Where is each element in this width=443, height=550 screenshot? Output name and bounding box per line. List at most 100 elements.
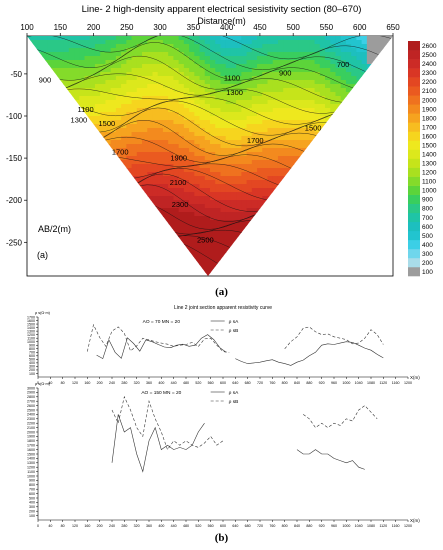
resistivity-cell <box>53 64 59 69</box>
resistivity-cell <box>136 76 143 81</box>
resistivity-cell <box>84 100 91 105</box>
resistivity-cell <box>230 244 237 249</box>
resistivity-cell <box>262 168 269 173</box>
resistivity-cell <box>74 252 80 257</box>
resistivity-cell <box>277 36 284 41</box>
resistivity-cell <box>84 68 91 73</box>
resistivity-cell <box>356 184 363 189</box>
resistivity-cell <box>136 140 143 145</box>
resistivity-cell <box>257 96 263 101</box>
resistivity-cell <box>246 200 253 205</box>
resistivity-cell <box>246 256 253 261</box>
resistivity-cell <box>53 184 59 189</box>
resistivity-cell <box>319 100 326 105</box>
resistivity-cell <box>366 76 373 81</box>
resistivity-cell <box>309 244 316 249</box>
resistivity-cell <box>178 120 185 125</box>
resistivity-cell <box>304 156 310 161</box>
resistivity-cell <box>361 252 368 257</box>
resistivity-cell <box>283 260 290 265</box>
resistivity-cell <box>27 212 33 217</box>
resistivity-cell <box>236 152 242 157</box>
resistivity-cell <box>361 172 368 177</box>
resistivity-cell <box>168 192 174 197</box>
resistivity-cell <box>131 136 138 141</box>
resistivity-cell <box>309 104 316 109</box>
resistivity-cell <box>377 104 384 109</box>
resistivity-cell <box>288 124 295 129</box>
resistivity-cell <box>79 252 86 257</box>
resistivity-cell <box>288 252 295 257</box>
resistivity-cell <box>152 256 159 261</box>
resistivity-cell <box>351 224 357 229</box>
resistivity-cell <box>94 216 101 221</box>
resistivity-cell <box>37 36 44 41</box>
resistivity-cell <box>32 136 39 141</box>
resistivity-cell <box>142 160 148 165</box>
resistivity-cell <box>63 176 70 181</box>
resistivity-cell <box>330 196 337 201</box>
colorbar-swatch <box>408 167 420 177</box>
resistivity-cell <box>293 40 300 45</box>
resistivity-cell <box>335 120 342 125</box>
resistivity-cell <box>32 64 39 69</box>
resistivity-cell <box>251 124 258 129</box>
resistivity-cell <box>199 176 206 181</box>
resistivity-cell <box>293 88 300 93</box>
resistivity-cell <box>351 244 357 249</box>
resistivity-cell <box>288 136 295 141</box>
resistivity-cell <box>210 268 216 273</box>
resistivity-cell <box>168 260 174 265</box>
resistivity-cell <box>115 196 122 201</box>
resistivity-cell <box>58 140 65 145</box>
resistivity-cell <box>126 76 133 81</box>
resistivity-cell <box>298 136 305 141</box>
resistivity-cell <box>361 140 368 145</box>
resistivity-cell <box>168 68 174 73</box>
resistivity-cell <box>157 140 164 145</box>
resistivity-cell <box>183 108 190 113</box>
resistivity-cell <box>37 172 44 177</box>
resistivity-cell <box>241 56 248 61</box>
resistivity-cell <box>262 128 269 133</box>
resistivity-cell <box>215 264 222 269</box>
resistivity-cell <box>110 164 117 169</box>
resistivity-cell <box>178 36 185 41</box>
resistivity-cell <box>27 52 33 57</box>
resistivity-cell <box>131 60 138 65</box>
resistivity-cell <box>277 44 284 49</box>
resistivity-cell <box>241 72 248 77</box>
resistivity-cell <box>288 76 295 81</box>
resistivity-cell <box>225 260 232 265</box>
resistivity-cell <box>136 92 143 97</box>
resistivity-cell <box>246 164 253 169</box>
resistivity-cell <box>121 144 127 149</box>
resistivity-cell <box>173 184 180 189</box>
resistivity-cell <box>183 252 190 257</box>
resistivity-cell <box>361 188 368 193</box>
resistivity-cell <box>162 160 169 165</box>
resistivity-cell <box>37 152 44 157</box>
resistivity-cell <box>126 96 133 101</box>
resistivity-cell <box>121 204 127 209</box>
resistivity-cell <box>173 264 180 269</box>
resistivity-cell <box>340 136 347 141</box>
resistivity-cell <box>330 240 337 245</box>
resistivity-cell <box>89 48 96 53</box>
resistivity-cell <box>32 204 39 209</box>
resistivity-cell <box>63 116 70 121</box>
resistivity-cell <box>94 116 101 121</box>
resistivity-cell <box>241 260 248 265</box>
resistivity-cell <box>361 136 368 141</box>
resistivity-cell <box>168 196 174 201</box>
resistivity-cell <box>361 72 368 77</box>
resistivity-cell <box>366 72 373 77</box>
resistivity-cell <box>257 76 263 81</box>
resistivity-cell <box>236 60 242 65</box>
resistivity-cell <box>115 172 122 177</box>
resistivity-cell <box>199 192 206 197</box>
resistivity-cell <box>293 172 300 177</box>
resistivity-cell <box>63 148 70 153</box>
resistivity-cell <box>246 64 253 69</box>
resistivity-cell <box>115 240 122 245</box>
